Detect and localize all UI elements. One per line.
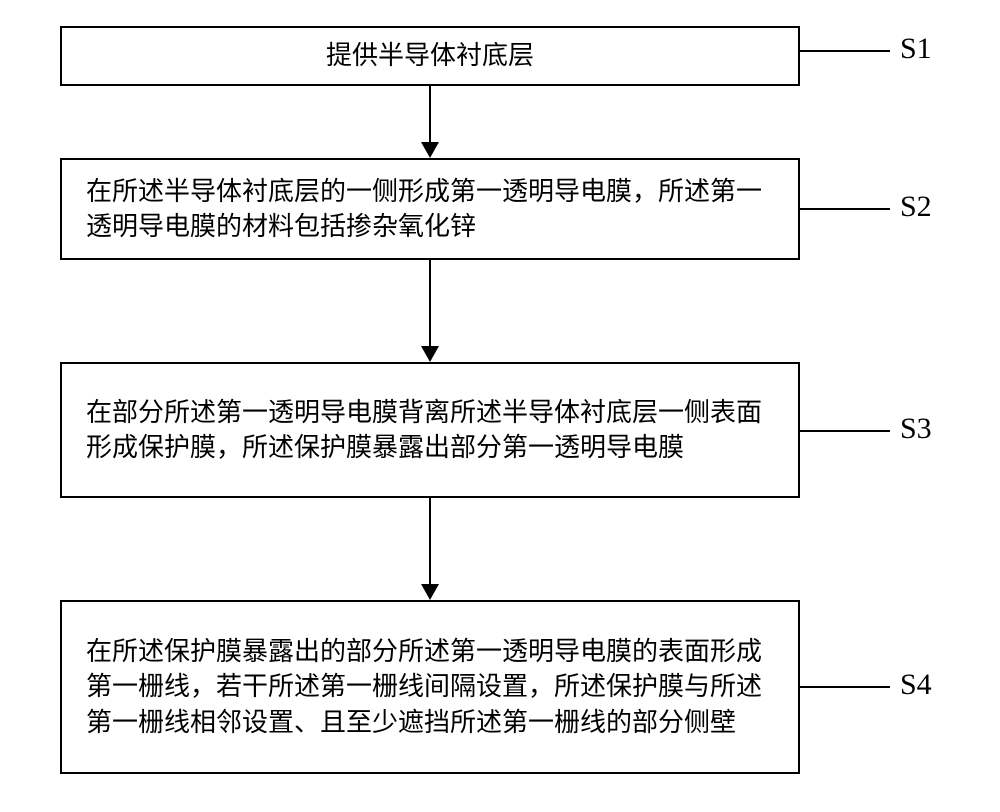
step-box-s4: 在所述保护膜暴露出的部分所述第一透明导电膜的表面形成第一栅线，若干所述第一栅线间… <box>60 600 800 774</box>
step-label-s4: S4 <box>900 668 932 702</box>
step-box-s1: 提供半导体衬底层 <box>60 26 800 86</box>
connector-s1-s2 <box>429 86 431 142</box>
step-label-s2: S2 <box>900 190 932 224</box>
step-text-s4: 在所述保护膜暴露出的部分所述第一透明导电膜的表面形成第一栅线，若干所述第一栅线间… <box>86 634 774 739</box>
step-label-s1: S1 <box>900 32 932 66</box>
label-connector-s3 <box>800 430 890 432</box>
arrowhead-s1-s2 <box>421 142 439 158</box>
step-label-s3: S3 <box>900 412 932 446</box>
flowchart-canvas: 提供半导体衬底层 S1 在所述半导体衬底层的一侧形成第一透明导电膜，所述第一透明… <box>0 0 1000 812</box>
step-text-s2: 在所述半导体衬底层的一侧形成第一透明导电膜，所述第一透明导电膜的材料包括掺杂氧化… <box>86 174 774 244</box>
arrowhead-s2-s3 <box>421 346 439 362</box>
step-text-s3: 在部分所述第一透明导电膜背离所述半导体衬底层一侧表面形成保护膜，所述保护膜暴露出… <box>86 395 774 465</box>
label-connector-s2 <box>800 208 890 210</box>
step-box-s3: 在部分所述第一透明导电膜背离所述半导体衬底层一侧表面形成保护膜，所述保护膜暴露出… <box>60 362 800 498</box>
label-connector-s4 <box>800 686 890 688</box>
step-text-s1: 提供半导体衬底层 <box>326 38 534 73</box>
step-box-s2: 在所述半导体衬底层的一侧形成第一透明导电膜，所述第一透明导电膜的材料包括掺杂氧化… <box>60 158 800 260</box>
label-connector-s1 <box>800 50 890 52</box>
arrowhead-s3-s4 <box>421 584 439 600</box>
connector-s2-s3 <box>429 260 431 346</box>
connector-s3-s4 <box>429 498 431 584</box>
